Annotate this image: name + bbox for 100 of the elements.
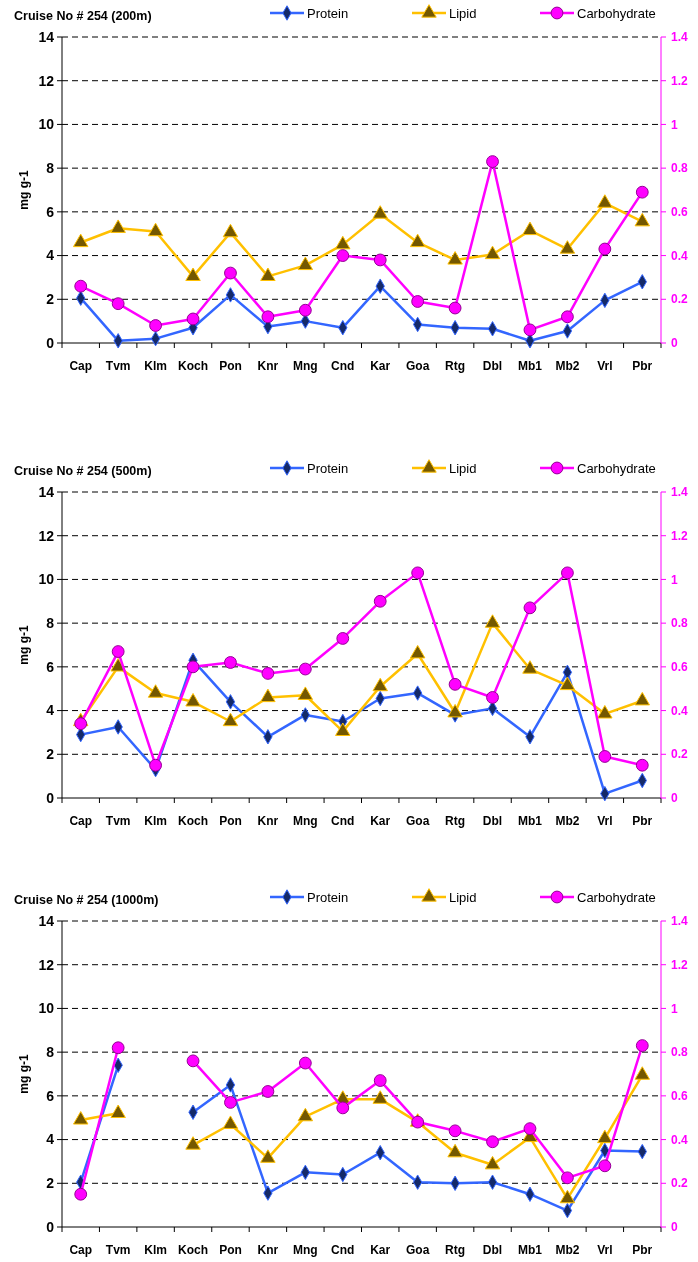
- x-tick-label: Knr: [257, 814, 279, 828]
- legend-label: Carbohydrate: [577, 889, 656, 905]
- x-tick-label: Cap: [69, 1243, 93, 1257]
- y-tick-label: 10: [38, 1000, 55, 1017]
- y2-tick-label: 0.2: [671, 292, 689, 307]
- x-tick-label: Klm: [144, 1243, 167, 1257]
- y-tick-label: 12: [38, 527, 55, 544]
- y2-tick-label: 1.2: [671, 957, 689, 972]
- y2-tick-label: 1.4: [671, 30, 689, 45]
- chart-title: Cruise No # 254 (500m): [14, 464, 152, 478]
- y-tick-label: 14: [38, 483, 55, 500]
- x-tick-label: Mb2: [555, 814, 580, 828]
- y2-tick-label: 1: [671, 1001, 678, 1016]
- x-tick-label: Pon: [219, 359, 242, 373]
- x-tick-label: Mng: [293, 359, 318, 373]
- x-tick-label: Mb1: [517, 1243, 543, 1257]
- y2-tick-label: 0.2: [671, 1176, 689, 1191]
- x-tick-label: Mb2: [555, 359, 580, 373]
- y2-tick-label: 0: [671, 1220, 678, 1235]
- y-tick-label: 10: [38, 116, 55, 133]
- y-tick-label: 8: [46, 160, 55, 177]
- x-tick-label: Mb2: [555, 1243, 580, 1257]
- x-tick-label: Mng: [293, 1243, 318, 1257]
- y2-tick-label: 0.2: [671, 747, 689, 762]
- x-tick-label: Rtg: [445, 1243, 466, 1257]
- legend-label: Lipid: [449, 889, 477, 905]
- x-tick-label: Vrl: [597, 1243, 613, 1257]
- y-tick-label: 4: [46, 247, 55, 264]
- y-tick-label: 10: [38, 571, 55, 588]
- x-tick-label: Mb1: [517, 814, 543, 828]
- y-tick-label: 4: [46, 702, 55, 719]
- y2-tick-label: 0: [671, 791, 678, 806]
- y-tick-label: 4: [46, 1131, 55, 1148]
- y2-tick-label: 0.8: [671, 616, 689, 631]
- y-tick-label: 14: [38, 28, 55, 45]
- legend-label: Protein: [307, 5, 349, 21]
- x-tick-label: Pbr: [632, 1243, 653, 1257]
- y2-tick-label: 0.4: [671, 248, 689, 263]
- x-tick-label: Rtg: [445, 814, 466, 828]
- x-tick-label: Kar: [370, 1243, 391, 1257]
- y-tick-label: 0: [46, 789, 55, 806]
- x-tick-label: Rtg: [445, 359, 466, 373]
- chart-title: Cruise No # 254 (200m): [14, 9, 152, 23]
- y2-tick-label: 0.4: [671, 703, 689, 718]
- legend-label: Lipid: [449, 460, 477, 476]
- x-tick-label: Cnd: [331, 814, 355, 828]
- y-axis-title: mg g-1: [17, 1054, 31, 1094]
- x-tick-label: Dbl: [482, 359, 503, 373]
- y-tick-label: 0: [46, 1218, 55, 1235]
- x-tick-label: Pbr: [632, 814, 653, 828]
- y2-tick-label: 0.6: [671, 1089, 689, 1104]
- y-axis-title: mg g-1: [17, 625, 31, 665]
- y2-tick-label: 0.8: [671, 1045, 689, 1060]
- x-tick-label: Tvm: [105, 814, 131, 828]
- x-tick-label: Dbl: [482, 814, 503, 828]
- x-tick-label: Goa: [405, 1243, 430, 1257]
- x-tick-label: Koch: [178, 1243, 209, 1257]
- x-tick-label: Pbr: [632, 359, 653, 373]
- x-tick-label: Cnd: [331, 359, 355, 373]
- x-tick-label: Kar: [370, 814, 391, 828]
- y-axis-title: mg g-1: [17, 170, 31, 210]
- x-tick-label: Klm: [144, 814, 167, 828]
- x-tick-label: Koch: [178, 814, 209, 828]
- y-tick-label: 0: [46, 334, 55, 351]
- y-tick-label: 12: [38, 72, 55, 89]
- legend-label: Carbohydrate: [577, 460, 656, 476]
- y2-tick-label: 1.2: [671, 528, 689, 543]
- y2-tick-label: 1.2: [671, 73, 689, 88]
- y2-tick-label: 0: [671, 336, 678, 351]
- x-tick-label: Cap: [69, 814, 93, 828]
- x-tick-label: Mb1: [517, 359, 543, 373]
- y-tick-label: 12: [38, 956, 55, 973]
- y2-tick-label: 0.6: [671, 660, 689, 675]
- x-tick-label: Cap: [69, 359, 93, 373]
- y-tick-label: 2: [46, 291, 55, 308]
- x-tick-label: Klm: [144, 359, 167, 373]
- legend-label: Carbohydrate: [577, 5, 656, 21]
- x-tick-label: Knr: [257, 359, 279, 373]
- legend-label: Protein: [307, 889, 349, 905]
- x-tick-label: Mng: [293, 814, 318, 828]
- y-tick-label: 2: [46, 1175, 55, 1192]
- x-tick-label: Kar: [370, 359, 391, 373]
- x-tick-label: Dbl: [482, 1243, 503, 1257]
- y2-tick-label: 1: [671, 572, 678, 587]
- y-tick-label: 6: [46, 658, 55, 675]
- y-tick-label: 2: [46, 746, 55, 763]
- y-tick-label: 14: [38, 912, 55, 929]
- x-tick-label: Goa: [405, 359, 430, 373]
- x-tick-label: Goa: [405, 814, 430, 828]
- y-tick-label: 8: [46, 615, 55, 632]
- legend-label: Lipid: [449, 5, 477, 21]
- y2-tick-label: 1.4: [671, 485, 689, 500]
- x-tick-label: Vrl: [597, 359, 613, 373]
- y2-tick-label: 0.8: [671, 161, 689, 176]
- x-tick-label: Pon: [219, 814, 242, 828]
- chart-title: Cruise No # 254 (1000m): [14, 893, 159, 907]
- x-tick-label: Tvm: [105, 359, 131, 373]
- x-tick-label: Vrl: [597, 814, 613, 828]
- y-tick-label: 6: [46, 1087, 55, 1104]
- legend-label: Protein: [307, 460, 349, 476]
